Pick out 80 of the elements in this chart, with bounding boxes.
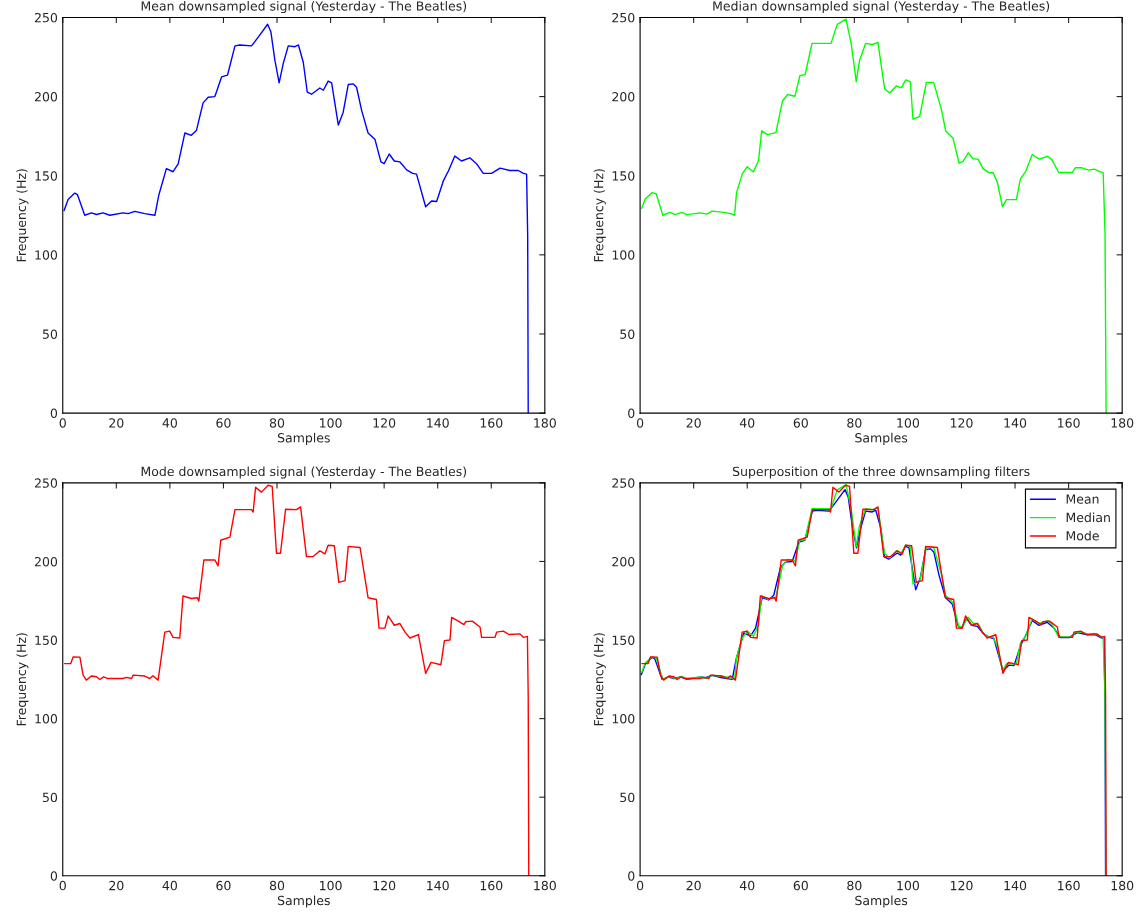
- y-tick-label: 0: [628, 871, 635, 881]
- x-tick-label: 180: [534, 880, 556, 891]
- y-tick-label: 0: [50, 408, 58, 419]
- x-tick-label: 80: [847, 880, 862, 891]
- x-tick-label: 120: [950, 880, 973, 891]
- x-axis-title: Samples: [277, 895, 330, 908]
- x-tick-label: 140: [427, 418, 449, 428]
- y-tick-label: 250: [612, 478, 635, 488]
- x-tick-label: 160: [1058, 418, 1080, 428]
- y-tick-label: 50: [620, 329, 635, 339]
- x-tick-label: 140: [427, 880, 449, 891]
- x-tick-label: 160: [480, 880, 503, 891]
- x-tick-label: 60: [216, 418, 231, 428]
- x-tick-label: 80: [269, 418, 285, 428]
- x-tick-label: 40: [739, 418, 755, 428]
- x-tick-label: 140: [1004, 418, 1027, 428]
- x-tick-label: 20: [109, 880, 124, 891]
- chart-title: Superposition of the three downsampling filters: [732, 466, 1030, 479]
- x-tick-label: 120: [373, 880, 396, 891]
- y-axis-title: Frequency (Hz): [593, 633, 606, 726]
- y-tick-label: 150: [35, 635, 58, 645]
- chart-title: Mode downsampled signal (Yesterday - The Beatles): [141, 466, 467, 479]
- x-tick-label: 180: [1111, 418, 1134, 428]
- y-axis-title: Frequency (Hz): [593, 169, 606, 262]
- y-tick-label: 100: [612, 714, 635, 724]
- x-tick-label: 40: [162, 880, 178, 891]
- y-tick-label: 100: [35, 714, 58, 724]
- y-axis-title: Frequency (Hz): [16, 169, 29, 262]
- y-tick-label: 50: [42, 329, 58, 339]
- x-tick-label: 20: [109, 418, 124, 428]
- y-tick-label: 250: [612, 12, 635, 23]
- x-tick-label: 0: [59, 418, 66, 428]
- x-tick-label: 0: [636, 418, 644, 428]
- y-tick-label: 150: [612, 635, 635, 645]
- y-tick-label: 0: [50, 871, 58, 881]
- x-tick-label: 0: [636, 880, 644, 891]
- y-tick-label: 100: [35, 250, 58, 260]
- y-tick-label: 200: [612, 92, 635, 102]
- y-axis-title: Frequency (Hz): [16, 633, 29, 726]
- chart-title: Median downsampled signal (Yesterday - The Beatles): [713, 1, 1050, 14]
- x-tick-label: 60: [793, 880, 808, 891]
- y-tick-label: 250: [34, 12, 58, 23]
- x-tick-label: 40: [739, 880, 755, 891]
- x-tick-label: 80: [847, 418, 862, 428]
- x-tick-label: 40: [162, 418, 178, 428]
- x-axis-title: Samples: [855, 895, 908, 908]
- y-tick-label: 200: [34, 92, 58, 102]
- x-tick-label: 100: [320, 880, 342, 891]
- y-tick-label: 150: [35, 171, 58, 181]
- y-tick-label: 150: [612, 171, 635, 181]
- x-tick-label: 160: [480, 418, 503, 428]
- x-tick-label: 180: [1111, 880, 1134, 891]
- x-tick-label: 60: [216, 880, 231, 891]
- x-tick-label: 100: [897, 418, 920, 428]
- y-tick-label: 250: [34, 478, 58, 488]
- legend-label: Mode: [1066, 530, 1099, 541]
- x-axis-title: Samples: [855, 432, 908, 445]
- x-axis-title: Samples: [277, 432, 330, 445]
- x-tick-label: 160: [1058, 880, 1080, 891]
- y-tick-label: 200: [612, 556, 635, 567]
- y-tick-label: 100: [612, 250, 635, 260]
- x-tick-label: 180: [534, 418, 556, 428]
- x-tick-label: 100: [897, 880, 920, 891]
- x-tick-label: 0: [59, 880, 66, 891]
- x-tick-label: 100: [320, 418, 342, 428]
- line-series: [63, 23, 529, 414]
- y-tick-label: 50: [42, 792, 58, 803]
- legend-label: Median: [1066, 512, 1110, 523]
- y-tick-label: 200: [34, 556, 58, 567]
- x-tick-label: 20: [686, 418, 701, 428]
- legend-label: Mean: [1066, 494, 1099, 504]
- x-tick-label: 120: [373, 418, 396, 428]
- x-tick-label: 140: [1004, 880, 1027, 891]
- x-tick-label: 60: [793, 418, 808, 428]
- x-tick-label: 120: [950, 418, 973, 428]
- y-tick-label: 0: [628, 408, 635, 419]
- chart-title: Mean downsampled signal (Yesterday - The Beatles): [141, 1, 467, 14]
- y-tick-label: 50: [620, 792, 635, 803]
- x-tick-label: 20: [686, 880, 701, 891]
- x-tick-label: 80: [269, 880, 285, 891]
